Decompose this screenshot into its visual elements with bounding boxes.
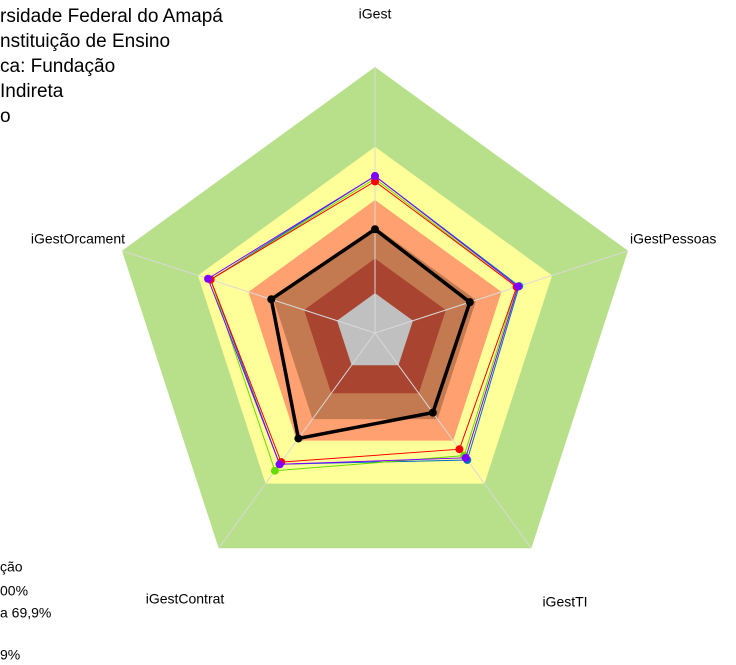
info-line: Indireta [0, 81, 64, 102]
point [204, 274, 213, 283]
axis-label: iGestTI [542, 594, 587, 610]
info-line: nstituição de Ensino [0, 31, 170, 52]
legend-line: a 69,9% [0, 605, 51, 621]
axis-label: iGestOrcament [31, 231, 125, 247]
labels: iGest iGestPessoas iGestTI iGestContrat iGes… [0, 6, 716, 663]
point [428, 408, 437, 417]
axis-label: iGestContrat [146, 591, 225, 607]
series-line [269, 227, 472, 441]
point [513, 282, 522, 291]
info-line: rsidade Federal do Amapá [0, 6, 223, 27]
series-line [209, 180, 518, 463]
point [455, 445, 464, 454]
info-line: ca: Fundação [0, 56, 115, 77]
legend-line: 9% [0, 647, 20, 663]
series-lines [204, 172, 524, 475]
point [371, 172, 379, 181]
point [275, 460, 284, 469]
point [465, 298, 474, 307]
legend-line: ção [0, 559, 23, 575]
spoke [121, 250, 376, 334]
series-line [207, 175, 519, 465]
point [267, 295, 276, 304]
axis-label: iGest [359, 6, 392, 22]
legend-line: 00% [0, 583, 28, 599]
point [270, 466, 279, 475]
point [461, 453, 470, 462]
spoke [374, 332, 532, 549]
axis-label: iGestPessoas [630, 231, 716, 247]
point [371, 225, 379, 234]
info-line: o [0, 106, 11, 127]
spoke [374, 250, 629, 334]
point [294, 434, 303, 443]
